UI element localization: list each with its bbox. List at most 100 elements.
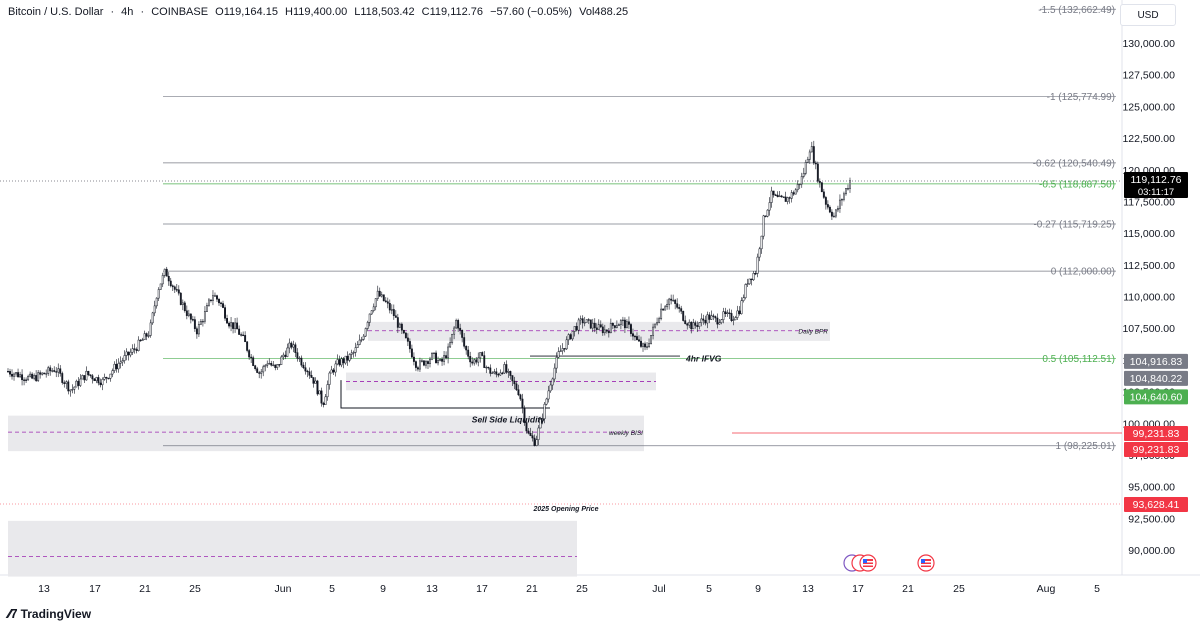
candle [45, 369, 48, 378]
candle-body-up [736, 310, 739, 318]
tradingview-brand[interactable]: ⁄⁄7 TradingView [8, 606, 91, 621]
candle-body-up [149, 322, 152, 336]
candle-body-down [627, 321, 630, 325]
candle-body-up [47, 367, 50, 374]
candle [710, 310, 713, 320]
fib-level[interactable]: -0.62 (120,540.49) [163, 158, 1116, 169]
candle-body-down [185, 310, 188, 316]
candle [376, 285, 379, 301]
price-tick-label: 90,000.00 [1128, 545, 1175, 557]
candle-body-down [256, 368, 259, 373]
liquidity-zone[interactable] [8, 520, 577, 577]
candle-body-down [408, 341, 411, 350]
candle [73, 386, 76, 394]
price-label-text: 104,640.60 [1130, 391, 1183, 403]
candle-body-down [179, 292, 182, 305]
candle [782, 196, 785, 198]
candle [244, 331, 247, 343]
candle-body-down [636, 336, 638, 340]
candle-body-up [234, 322, 237, 329]
fib-level[interactable]: 0.5 (105,112.51) [163, 354, 1116, 365]
candle [826, 200, 829, 210]
candle-body-up [334, 363, 337, 373]
candle-body-up [292, 344, 295, 348]
candle-body-up [551, 378, 554, 386]
candle [129, 348, 132, 358]
candle-body-down [145, 333, 148, 337]
time-tick-label: 17 [89, 583, 101, 595]
fib-level[interactable]: -1 (125,774.99) [163, 92, 1116, 103]
candle [828, 205, 831, 214]
candle-body-up [722, 311, 725, 320]
sell-side-liquidity[interactable] [340, 380, 550, 409]
us-flag-event-icon[interactable] [843, 554, 877, 572]
price-label-box [1124, 425, 1188, 441]
candle [380, 291, 383, 298]
candle-body-down [191, 319, 194, 321]
candle-body-down [240, 334, 243, 336]
time-tick-label: 9 [380, 583, 386, 595]
candle-body-up [591, 322, 594, 329]
candle [388, 299, 391, 314]
candle [272, 360, 275, 367]
price-label-box [1124, 171, 1188, 198]
fib-level[interactable]: -0.27 (115,719.25) [163, 220, 1116, 231]
fib-level[interactable]: 1 (98,225.01) [163, 441, 1116, 452]
candle [613, 325, 616, 333]
liquidity-zone[interactable] [346, 372, 656, 391]
candle [617, 323, 620, 326]
candle-body-up [109, 373, 112, 379]
candle-body-up [163, 268, 166, 276]
candle [268, 358, 271, 365]
fib-level[interactable]: -1.5 (132,662.49) [1038, 5, 1116, 16]
time-tick-label: 5 [1094, 583, 1100, 595]
fib-level[interactable]: 0 (112,000.00) [163, 267, 1116, 278]
candle-body-down [605, 329, 608, 332]
candle [29, 371, 32, 378]
candle-body-up [153, 305, 156, 314]
candle [187, 309, 190, 318]
candle-body-up [571, 331, 574, 340]
candle [447, 343, 450, 364]
candle [754, 270, 757, 276]
candle [551, 377, 554, 390]
candle-body-up [425, 361, 427, 366]
candle [224, 304, 226, 321]
candle-body-up [125, 351, 128, 356]
candle-body-down [294, 344, 297, 353]
candle [374, 298, 377, 311]
candle-body-up [358, 339, 361, 345]
candle [238, 325, 241, 335]
liquidity-zone[interactable]: Daily BPR [368, 321, 830, 341]
candle-body-down [738, 310, 741, 315]
candle-body-up [71, 389, 74, 391]
candle [7, 368, 9, 373]
candle-body-down [133, 348, 136, 350]
candle-body-down [49, 367, 52, 372]
candle [421, 358, 423, 363]
candle [228, 321, 231, 329]
candle [814, 160, 817, 170]
candle [573, 326, 576, 337]
candle-body-up [553, 367, 556, 380]
candle-body-up [19, 374, 22, 378]
interval-label[interactable]: 4h [121, 6, 134, 18]
candle-body-down [724, 311, 727, 314]
candle [378, 287, 381, 297]
candle [290, 341, 293, 350]
us-flag-event-icon[interactable] [917, 554, 935, 572]
candle-body-down [63, 382, 66, 384]
symbol-name[interactable]: Bitcoin / U.S. Dollar [8, 6, 104, 18]
candle-body-up [726, 312, 729, 314]
fib-level[interactable]: -0.5 (118,887.50) [163, 179, 1116, 190]
candle-body-up [348, 354, 351, 361]
candle-body-up [621, 319, 624, 322]
candle [746, 278, 749, 287]
candle [718, 319, 721, 325]
candle [382, 294, 385, 302]
candle [109, 373, 112, 382]
price-tick-label: 112,500.00 [1123, 260, 1175, 272]
currency-button[interactable]: USD [1120, 4, 1176, 26]
candle-body-down [11, 373, 13, 377]
